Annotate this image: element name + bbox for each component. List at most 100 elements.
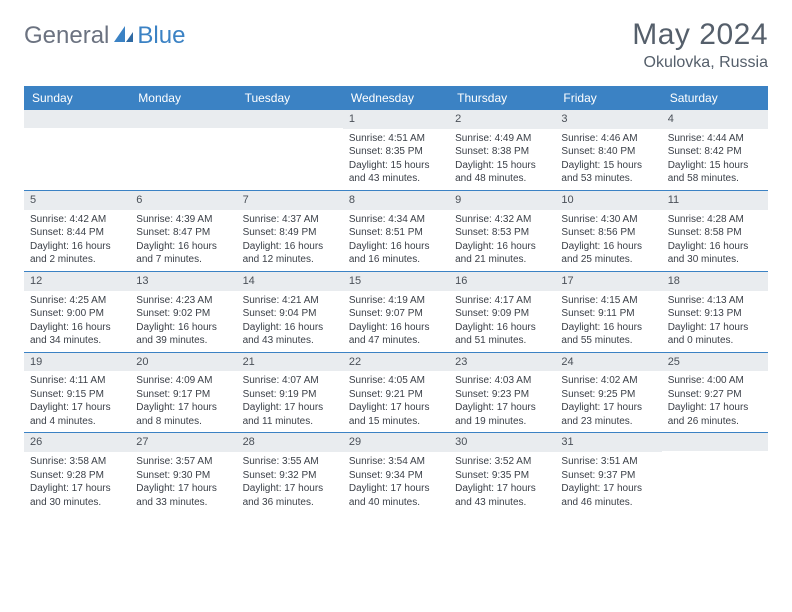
calendar-grid: SundayMondayTuesdayWednesdayThursdayFrid… [24, 86, 768, 513]
dow-cell: Thursday [449, 86, 555, 110]
day-body: Sunrise: 4:28 AMSunset: 8:58 PMDaylight:… [662, 210, 768, 271]
day-cell [662, 433, 768, 513]
day-body: Sunrise: 4:21 AMSunset: 9:04 PMDaylight:… [237, 291, 343, 352]
logo-sail-icon [113, 24, 135, 49]
daylight-text: Daylight: 16 hours and 16 minutes. [349, 240, 443, 267]
sunset-text: Sunset: 9:15 PM [30, 388, 124, 402]
day-cell [130, 110, 236, 190]
daylight-text: Daylight: 17 hours and 33 minutes. [136, 482, 230, 509]
sunset-text: Sunset: 8:35 PM [349, 145, 443, 159]
day-number: 3 [555, 110, 661, 129]
sunrise-text: Sunrise: 4:19 AM [349, 294, 443, 308]
sunrise-text: Sunrise: 4:42 AM [30, 213, 124, 227]
daylight-text: Daylight: 17 hours and 19 minutes. [455, 401, 549, 428]
day-number: 10 [555, 191, 661, 210]
sunrise-text: Sunrise: 3:55 AM [243, 455, 337, 469]
daylight-text: Daylight: 17 hours and 26 minutes. [668, 401, 762, 428]
day-cell: 31Sunrise: 3:51 AMSunset: 9:37 PMDayligh… [555, 433, 661, 513]
day-number: 15 [343, 272, 449, 291]
day-body: Sunrise: 4:07 AMSunset: 9:19 PMDaylight:… [237, 371, 343, 432]
week-row: 5Sunrise: 4:42 AMSunset: 8:44 PMDaylight… [24, 190, 768, 271]
day-cell: 16Sunrise: 4:17 AMSunset: 9:09 PMDayligh… [449, 272, 555, 352]
sunset-text: Sunset: 9:25 PM [561, 388, 655, 402]
daylight-text: Daylight: 16 hours and 7 minutes. [136, 240, 230, 267]
dow-cell: Saturday [662, 86, 768, 110]
day-number: 5 [24, 191, 130, 210]
sunset-text: Sunset: 8:53 PM [455, 226, 549, 240]
sunrise-text: Sunrise: 3:51 AM [561, 455, 655, 469]
week-row: 26Sunrise: 3:58 AMSunset: 9:28 PMDayligh… [24, 432, 768, 513]
day-cell: 29Sunrise: 3:54 AMSunset: 9:34 PMDayligh… [343, 433, 449, 513]
daylight-text: Daylight: 16 hours and 2 minutes. [30, 240, 124, 267]
day-cell: 28Sunrise: 3:55 AMSunset: 9:32 PMDayligh… [237, 433, 343, 513]
sunset-text: Sunset: 9:21 PM [349, 388, 443, 402]
sunset-text: Sunset: 9:09 PM [455, 307, 549, 321]
sunrise-text: Sunrise: 4:37 AM [243, 213, 337, 227]
sunset-text: Sunset: 9:28 PM [30, 469, 124, 483]
day-cell: 5Sunrise: 4:42 AMSunset: 8:44 PMDaylight… [24, 191, 130, 271]
day-cell: 19Sunrise: 4:11 AMSunset: 9:15 PMDayligh… [24, 353, 130, 433]
day-body: Sunrise: 4:11 AMSunset: 9:15 PMDaylight:… [24, 371, 130, 432]
logo-text-blue: Blue [137, 22, 185, 50]
sunset-text: Sunset: 8:56 PM [561, 226, 655, 240]
sunset-text: Sunset: 9:19 PM [243, 388, 337, 402]
day-body: Sunrise: 4:15 AMSunset: 9:11 PMDaylight:… [555, 291, 661, 352]
sunrise-text: Sunrise: 4:51 AM [349, 132, 443, 146]
day-number: 20 [130, 353, 236, 372]
sunset-text: Sunset: 8:51 PM [349, 226, 443, 240]
day-number: 9 [449, 191, 555, 210]
location: Okulovka, Russia [632, 54, 768, 72]
sunrise-text: Sunrise: 4:17 AM [455, 294, 549, 308]
day-cell: 30Sunrise: 3:52 AMSunset: 9:35 PMDayligh… [449, 433, 555, 513]
day-number: 1 [343, 110, 449, 129]
day-number: 13 [130, 272, 236, 291]
day-number: 24 [555, 353, 661, 372]
sunset-text: Sunset: 9:23 PM [455, 388, 549, 402]
day-cell: 6Sunrise: 4:39 AMSunset: 8:47 PMDaylight… [130, 191, 236, 271]
day-number: 12 [24, 272, 130, 291]
sunrise-text: Sunrise: 4:39 AM [136, 213, 230, 227]
logo-text-general: General [24, 22, 109, 50]
dow-cell: Wednesday [343, 86, 449, 110]
day-number: 16 [449, 272, 555, 291]
daylight-text: Daylight: 17 hours and 43 minutes. [455, 482, 549, 509]
day-number: 25 [662, 353, 768, 372]
day-number: 17 [555, 272, 661, 291]
sunrise-text: Sunrise: 4:21 AM [243, 294, 337, 308]
day-cell: 26Sunrise: 3:58 AMSunset: 9:28 PMDayligh… [24, 433, 130, 513]
daylight-text: Daylight: 16 hours and 12 minutes. [243, 240, 337, 267]
day-body: Sunrise: 3:58 AMSunset: 9:28 PMDaylight:… [24, 452, 130, 513]
day-body: Sunrise: 4:46 AMSunset: 8:40 PMDaylight:… [555, 129, 661, 190]
dow-cell: Monday [130, 86, 236, 110]
day-cell: 11Sunrise: 4:28 AMSunset: 8:58 PMDayligh… [662, 191, 768, 271]
day-number: 29 [343, 433, 449, 452]
week-row: 19Sunrise: 4:11 AMSunset: 9:15 PMDayligh… [24, 352, 768, 433]
day-number: 30 [449, 433, 555, 452]
daylight-text: Daylight: 15 hours and 58 minutes. [668, 159, 762, 186]
daylight-text: Daylight: 17 hours and 36 minutes. [243, 482, 337, 509]
day-of-week-row: SundayMondayTuesdayWednesdayThursdayFrid… [24, 86, 768, 110]
day-cell: 12Sunrise: 4:25 AMSunset: 9:00 PMDayligh… [24, 272, 130, 352]
day-cell: 21Sunrise: 4:07 AMSunset: 9:19 PMDayligh… [237, 353, 343, 433]
day-number [24, 110, 130, 128]
day-body: Sunrise: 4:39 AMSunset: 8:47 PMDaylight:… [130, 210, 236, 271]
daylight-text: Daylight: 15 hours and 53 minutes. [561, 159, 655, 186]
calendar-page: General Blue May 2024 Okulovka, Russia S… [0, 0, 792, 513]
daylight-text: Daylight: 16 hours and 39 minutes. [136, 321, 230, 348]
daylight-text: Daylight: 17 hours and 4 minutes. [30, 401, 124, 428]
sunset-text: Sunset: 9:02 PM [136, 307, 230, 321]
day-body: Sunrise: 4:42 AMSunset: 8:44 PMDaylight:… [24, 210, 130, 271]
daylight-text: Daylight: 17 hours and 23 minutes. [561, 401, 655, 428]
daylight-text: Daylight: 17 hours and 11 minutes. [243, 401, 337, 428]
sunset-text: Sunset: 9:32 PM [243, 469, 337, 483]
day-body: Sunrise: 4:37 AMSunset: 8:49 PMDaylight:… [237, 210, 343, 271]
day-number [130, 110, 236, 128]
sunset-text: Sunset: 8:42 PM [668, 145, 762, 159]
header: General Blue May 2024 Okulovka, Russia [24, 18, 768, 72]
day-body: Sunrise: 4:13 AMSunset: 9:13 PMDaylight:… [662, 291, 768, 352]
dow-cell: Tuesday [237, 86, 343, 110]
day-body: Sunrise: 4:51 AMSunset: 8:35 PMDaylight:… [343, 129, 449, 190]
daylight-text: Daylight: 17 hours and 40 minutes. [349, 482, 443, 509]
day-number: 14 [237, 272, 343, 291]
day-body: Sunrise: 3:51 AMSunset: 9:37 PMDaylight:… [555, 452, 661, 513]
